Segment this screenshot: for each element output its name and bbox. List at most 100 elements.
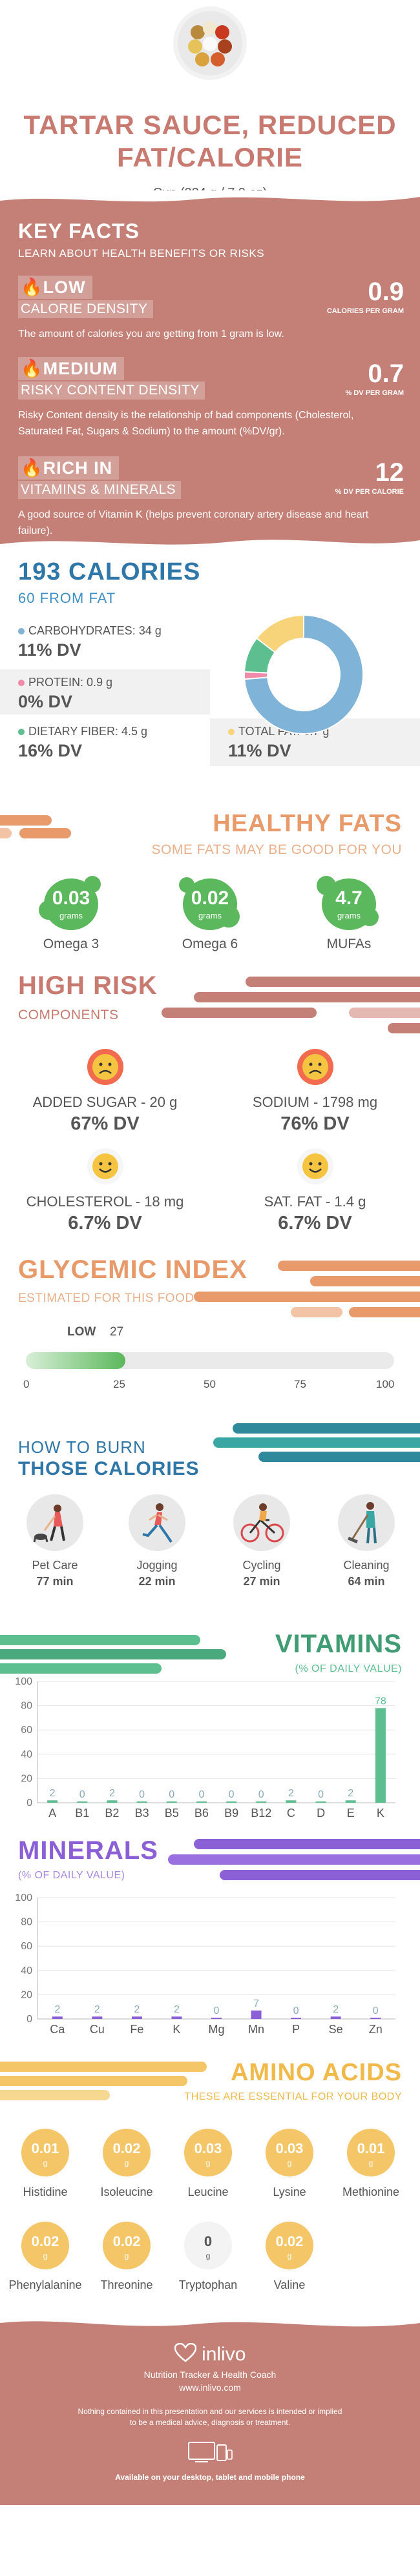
bar-value-label: 2 [94,2004,100,2015]
bar-B1 [77,1801,88,1803]
glycemic-tick: 25 [113,1378,125,1390]
amino-label: Lysine [273,2186,306,2198]
burn-time: 64 min [348,1575,385,1588]
risk-added-sugar: ADDED SUGAR - 20 g 67% DV [0,1049,210,1135]
fat-value: 4.7 [335,887,362,909]
x-tick-label: Mn [248,2023,264,2036]
fat-label: MUFAs [326,937,372,951]
happy-face-icon [297,1148,333,1184]
legend-dot-fat [228,729,235,735]
decor-stripe [291,1307,342,1317]
burn-label: Jogging [136,1559,178,1572]
bar-B6 [196,1801,207,1803]
x-tick-label: E [347,1807,355,1820]
x-tick-label: P [292,2023,300,2036]
footer-section: inlivo Nutrition Tracker & Health Coach … [0,2314,420,2505]
key-fact-unit: % DV PER GRAM [345,389,404,397]
decor-stripe [233,1423,420,1434]
cycling-icon [233,1494,290,1551]
legend-dot-carbs [18,628,25,634]
risk-dv: 76% DV [280,1113,350,1134]
fat-label: Omega 3 [43,937,100,951]
flame-icon: 🔥 [21,359,43,378]
amino-label: Isoleucine [100,2186,153,2198]
x-tick-label: A [48,1807,56,1820]
fat-value: 0.03 [52,887,90,909]
healthy-fats-section: HEALTHY FATS SOME FATS MAY BE GOOD FOR Y… [0,810,420,965]
key-fact-unit: CALORIES PER GRAM [326,307,404,315]
amino-valine: 0.02 g Valine [251,2222,328,2292]
fiber-label: DIETARY FIBER: 4.5 g [28,725,148,738]
amino-tryptophan: 0 g Tryptophan [169,2222,247,2292]
x-tick-label: Zn [369,2023,383,2036]
food-image [173,6,247,80]
minerals-subtitle: (% OF DAILY VALUE) [18,1870,125,1881]
amino-unit: g [368,2158,373,2167]
glycemic-track [26,1352,394,1369]
amino-value: 0.02 [275,2233,304,2249]
risk-cholesterol: CHOLESTEROL - 18 mg 6.7% DV [0,1148,210,1234]
bar-Ca [52,2016,63,2019]
x-tick-label: C [287,1807,295,1820]
bar-K [171,2016,182,2019]
bar-value-label: 2 [109,1788,115,1799]
risk-label: ADDED SUGAR - 20 g [32,1094,178,1110]
x-tick-label: B3 [135,1807,149,1820]
decor-stripe [258,1452,420,1462]
key-fact-risky-density: 🔥MEDIUM RISKY CONTENT DENSITY Risky Cont… [18,357,406,440]
bar-value-label: 0 [198,1789,204,1800]
x-tick-label: B2 [105,1807,119,1820]
key-fact-value: 0.9 [368,278,404,306]
key-fact-value: 0.7 [368,360,404,388]
wave-top [0,2314,420,2327]
x-tick-label: B12 [251,1807,271,1820]
key-fact-desc: The amount of calories you are getting f… [18,329,284,340]
decor-stripe [0,2076,187,2086]
decor-stripe [0,1663,162,1674]
bar-value-label: 2 [333,2004,339,2015]
amino-label: Histidine [23,2186,68,2198]
minerals-bar-chart: 100 80 60 40 20 0 2 Ca 2 Cu 2 Fe 2 K 0 Mg 7 Mn 0 P 2 Se 0 Zn [15,1892,395,2036]
burn-label: Pet Care [32,1559,78,1572]
decor-stripe [220,1870,420,1880]
y-tick-label: 20 [21,1989,32,2000]
legend-dot-protein [18,680,25,686]
y-tick-label: 0 [26,1798,32,1809]
glycemic-value: 27 [110,1325,124,1339]
fat-unit: grams [337,911,361,920]
burn-time: 22 min [138,1575,176,1588]
amino-value: 0.02 [112,2140,141,2156]
amino-label: Tryptophan [178,2278,238,2291]
risk-sodium: SODIUM - 1798 mg 76% DV [210,1049,420,1135]
amino-phenylalanine: 0.02 g Phenylalanine [6,2222,84,2292]
fat-item-omega3: 0.03 grams Omega 3 [26,875,116,952]
donut-slice-carbs [244,614,364,735]
decor-stripe [310,1276,420,1286]
footer-url[interactable]: www.inlivo.com [179,2382,241,2393]
inlivo-heart-icon [174,2342,196,2366]
y-tick-label: 100 [15,1676,32,1687]
amino-unit: g [43,2251,48,2260]
burn-title2: THOSE CALORIES [18,1458,200,1479]
risk-dv: 67% DV [70,1113,140,1134]
bar-B3 [136,1801,147,1803]
x-tick-label: B6 [194,1807,209,1820]
bar-value-label: 2 [288,1788,294,1799]
y-tick-label: 20 [21,1773,32,1784]
protein-label: PROTEIN: 0.9 g [28,676,113,689]
y-tick-label: 40 [21,1965,32,1976]
high-risk-subtitle: COMPONENTS [18,1008,119,1022]
protein-stat: PROTEIN: 0.9 g 0% DV [0,669,210,715]
minerals-title: MINERALS [18,1836,158,1865]
key-facts-section: KEY FACTS LEARN ABOUT HEALTH BENEFITS OR… [0,190,420,552]
risk-dv: 6.7% DV [278,1213,352,1233]
amino-value: 0 [204,2233,213,2249]
legend-dot-fiber [18,729,25,735]
amino-value: 0.03 [194,2140,222,2156]
bar-Mg [211,2018,222,2019]
decor-stripe [194,1839,420,1849]
glycemic-tick: 100 [376,1378,395,1390]
glycemic-subtitle: ESTIMATED FOR THIS FOOD [18,1292,194,1305]
bar-value-label: 2 [348,1788,353,1799]
x-tick-label: Fe [130,2023,143,2036]
